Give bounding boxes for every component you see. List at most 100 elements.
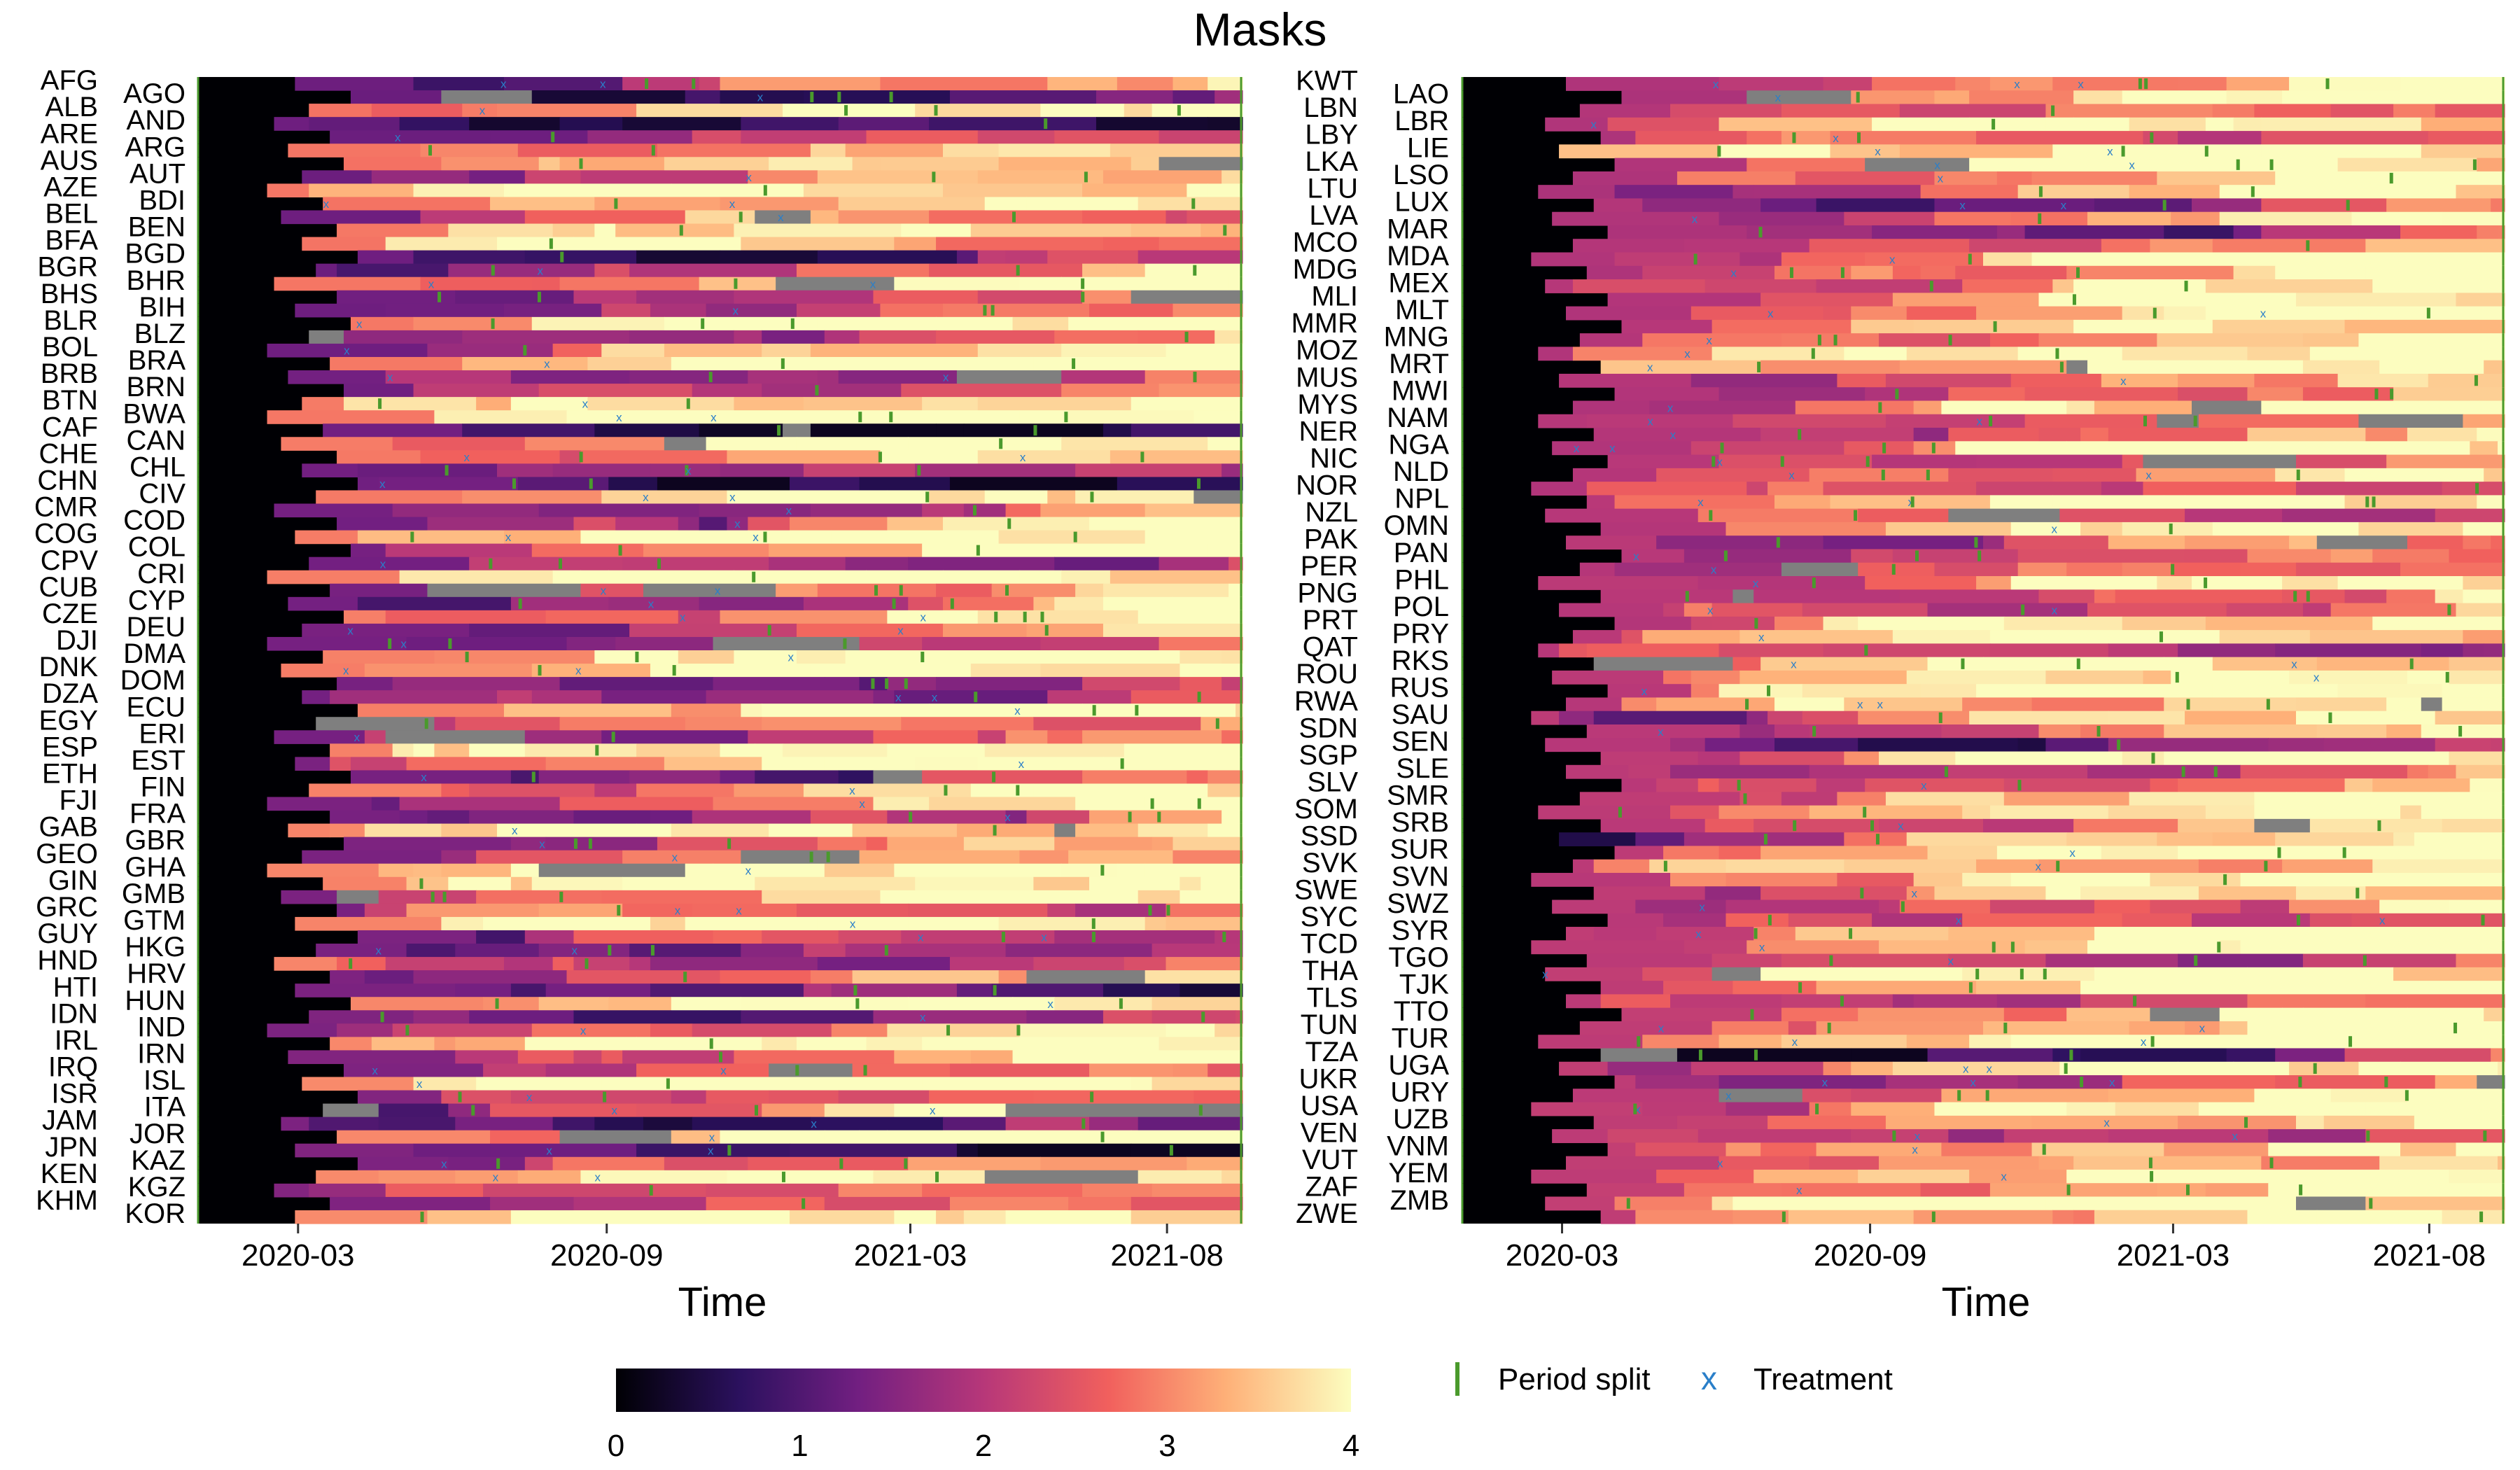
heatmap-cell [1102, 583, 1229, 598]
heatmap-cell [796, 303, 881, 318]
heatmap-cell [2456, 1142, 2505, 1157]
heatmap-cell [699, 77, 721, 91]
heatmap-cell [970, 783, 1034, 798]
heatmap-cell [1012, 997, 1055, 1011]
heatmap-cell [2164, 751, 2332, 766]
heatmap-cell [2400, 751, 2422, 766]
row-blz [309, 330, 1243, 344]
heatmap-cell [2414, 872, 2505, 887]
heatmap-cell [1075, 823, 1139, 838]
heatmap-cell [929, 117, 1097, 131]
heatmap-cell [1180, 664, 1243, 678]
heatmap-cell [2309, 913, 2353, 927]
heatmap-cell [2330, 104, 2394, 118]
heatmap-cell [880, 77, 1048, 91]
heatmap-cell [517, 1050, 575, 1065]
heatmap-cell [1130, 223, 1201, 238]
heatmap-cell [1872, 117, 1970, 132]
heatmap-cell [2205, 616, 2373, 631]
heatmap-cell [2010, 1035, 2178, 1049]
row-lka [1614, 158, 2505, 172]
heatmap-cell [2080, 1048, 2227, 1063]
heatmap-cell [1082, 263, 1118, 278]
row-est [295, 757, 1243, 771]
heatmap-cell [1593, 657, 1733, 671]
heatmap-cell [692, 1116, 811, 1131]
country-label: DZA [42, 678, 98, 709]
heatmap-cell [2066, 441, 2234, 456]
heatmap-cell [2498, 710, 2505, 725]
heatmap-cell [859, 330, 937, 344]
heatmap-cell [2010, 373, 2102, 388]
heatmap-cell [1607, 117, 1720, 132]
heatmap-cell [552, 957, 575, 971]
heatmap-cell [337, 290, 456, 304]
country-label: ROU [1296, 659, 1358, 690]
treatment-mark: x [1934, 158, 1940, 172]
treatment-mark: x [920, 610, 927, 624]
row-sur [1614, 846, 2505, 860]
heatmap-cell [1844, 832, 1907, 847]
row-hti [295, 983, 1243, 997]
heatmap-cell [462, 424, 595, 438]
heatmap-cell [2491, 738, 2505, 752]
heatmap-cell [316, 1170, 379, 1184]
row-fra [330, 810, 1243, 825]
heatmap-cell [2302, 603, 2332, 617]
heatmap-cell [2073, 90, 2123, 105]
heatmap-cell [1186, 210, 1243, 225]
heatmap-cell [1760, 846, 1928, 860]
country-label: BWA [122, 398, 186, 429]
heatmap-cell [838, 117, 930, 131]
heatmap-cell [838, 770, 874, 785]
heatmap-cell [1124, 743, 1243, 757]
country-label: SEN [1392, 727, 1449, 757]
heatmap-cell [1538, 1035, 1643, 1049]
heatmap-cell [817, 316, 937, 331]
heatmap-cell [1823, 643, 1991, 658]
heatmap-cell [469, 743, 526, 757]
heatmap-cell [413, 1077, 477, 1091]
heatmap-cell [622, 850, 741, 864]
heatmap-cell [2164, 306, 2206, 321]
heatmap-cell [2024, 387, 2178, 402]
country-label: ZAF [1305, 1171, 1358, 1202]
treatment-legend-label: Treatment [1754, 1362, 1893, 1396]
row-dnk [281, 664, 1243, 678]
row-mmr [1621, 319, 2505, 334]
heatmap-cell [2164, 225, 2234, 239]
heatmap-cell [2226, 77, 2290, 91]
heatmap-cell [2421, 724, 2505, 738]
heatmap-cell [1047, 77, 1118, 91]
heatmap-cell [1635, 1210, 1733, 1224]
heatmap-cell [2108, 428, 2248, 442]
heatmap-cell [783, 424, 811, 438]
heatmap-cell [566, 636, 616, 651]
country-label: VEN [1301, 1117, 1358, 1148]
heatmap-cell [2094, 967, 2248, 981]
heatmap-cell [2323, 872, 2415, 887]
heatmap-cell [344, 397, 477, 411]
heatmap-cell [1879, 940, 2026, 955]
heatmap-cell [2157, 1183, 2206, 1198]
heatmap-cell [1976, 684, 2060, 699]
heatmap-cell [2087, 360, 2116, 374]
treatment-mark: x [544, 358, 550, 371]
heatmap-cell [1816, 778, 1865, 792]
heatmap-cell [1718, 454, 1872, 469]
heatmap-cell [615, 223, 735, 238]
heatmap-cell [2254, 1088, 2332, 1103]
heatmap-cell [1670, 104, 1782, 118]
heatmap-cell [330, 743, 393, 757]
heatmap-cell [671, 356, 839, 371]
heatmap-cell [1718, 1075, 1886, 1089]
heatmap-cell [1996, 846, 2074, 860]
treatment-mark: x [2379, 914, 2386, 927]
row-cod [337, 517, 1243, 531]
heatmap-cell [2219, 185, 2339, 200]
heatmap-cell [2393, 832, 2415, 847]
heatmap-cell [1538, 414, 1588, 428]
heatmap-cell [2178, 1035, 2220, 1049]
treatment-mark: x [672, 850, 678, 864]
